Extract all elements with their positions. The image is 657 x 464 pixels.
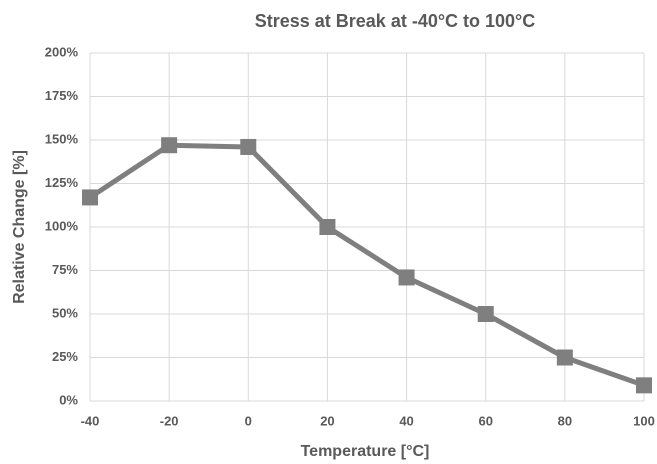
y-tick-label: 100% [45,218,79,233]
marker [636,377,652,394]
chart-title: Stress at Break at -40°C to 100°C [255,11,536,31]
x-tick-label: 80 [558,413,572,428]
marker [477,306,494,322]
x-tick-label: 60 [478,413,492,428]
marker [398,269,415,286]
marker [319,219,336,235]
marker [556,349,573,366]
marker [82,189,98,206]
marker [240,138,257,155]
y-tick-label: 50% [52,305,78,320]
x-tick-label: 20 [320,413,334,428]
x-tick-label: 100 [633,413,655,428]
x-tick-label: -20 [160,413,179,428]
y-tick-label: 75% [52,262,78,277]
y-axis-title: Relative Change [%] [11,150,28,304]
y-tick-label: 150% [45,131,79,146]
line [88,142,645,388]
y-tick-label: 125% [45,175,79,190]
x-tick-label: 0 [245,413,252,428]
x-axis-title: Temperature [°C] [301,443,430,460]
marker [161,137,178,154]
y-tick-label: 0% [59,392,78,407]
x-tick-label: -40 [81,413,100,428]
y-tick-label: 25% [52,349,78,364]
x-tick-label: 40 [399,413,413,428]
y-tick-label: 200% [45,44,79,59]
y-tick-label: 175% [45,88,79,103]
